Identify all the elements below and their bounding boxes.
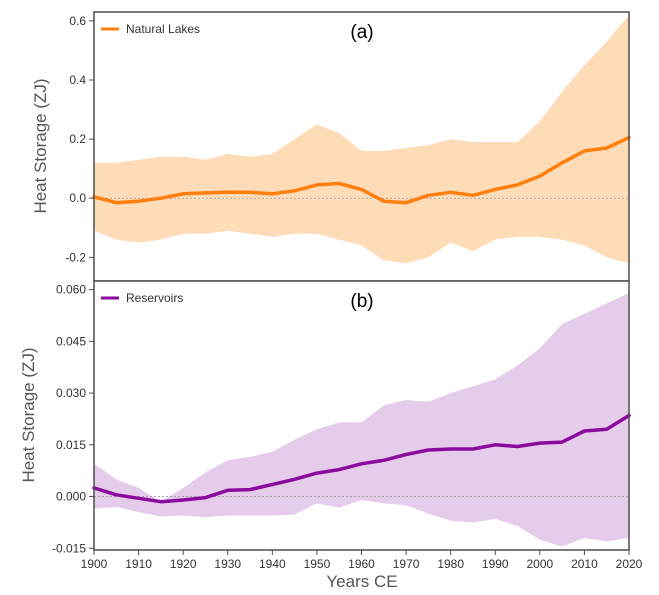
panel-reservoirs: -0.015 0.000 0.015 0.030 0.045 0.060 1900 1910…	[19, 280, 643, 591]
y-tick-label: 0.4	[69, 73, 86, 87]
y-tick-label: 0.0	[69, 191, 86, 205]
y-tick-label: -0.2	[65, 250, 86, 264]
y-axis-ticks: -0.2 0.0 0.2 0.4 0.6	[65, 14, 94, 264]
x-tick-label: 2000	[526, 557, 553, 571]
uncertainty-band	[94, 293, 629, 547]
series-line-layer	[92, 135, 631, 205]
x-tick-label: 1940	[259, 557, 286, 571]
uncertainty-band-layer	[94, 15, 629, 264]
legend-label: Reservoirs	[126, 291, 183, 305]
y-tick-label: 0.000	[56, 490, 86, 504]
uncertainty-band	[94, 15, 629, 264]
panel-natural-lakes: -0.2 0.0 0.2 0.4 0.6 (a) Natural Lakes Heat …	[31, 11, 631, 282]
panel-label: (a)	[350, 22, 373, 43]
y-tick-label: 0.045	[56, 334, 86, 348]
x-tick-label: 1960	[348, 557, 375, 571]
y-axis-ticks: -0.015 0.000 0.015 0.030 0.045 0.060	[52, 283, 94, 555]
y-tick-label: 0.060	[56, 283, 86, 297]
y-tick-label: 0.030	[56, 386, 86, 400]
x-tick-label: 1970	[393, 557, 420, 571]
x-tick-label: 1930	[214, 557, 241, 571]
legend: Natural Lakes	[101, 22, 200, 36]
series-line	[92, 413, 631, 504]
legend: Reservoirs	[101, 291, 183, 305]
y-axis-title: Heat Storage (ZJ)	[31, 78, 50, 213]
series-line-layer	[92, 413, 631, 504]
y-tick-label: 0.2	[69, 132, 86, 146]
panel-label: (b)	[350, 291, 373, 312]
x-tick-label: 2020	[616, 557, 643, 571]
series-line	[92, 135, 631, 205]
x-tick-label: 1990	[482, 557, 509, 571]
y-tick-label: 0.6	[69, 14, 86, 28]
x-tick-label: 1910	[125, 557, 152, 571]
x-tick-label: 1950	[304, 557, 331, 571]
y-tick-label: -0.015	[52, 541, 86, 555]
y-axis-title: Heat Storage (ZJ)	[19, 347, 38, 482]
x-tick-label: 2010	[571, 557, 598, 571]
x-axis-ticks: 1900 1910 1920 1930 1940 1950 1960 1970 1980 1990…	[81, 550, 643, 571]
uncertainty-band-layer	[94, 293, 629, 547]
legend-label: Natural Lakes	[126, 22, 200, 36]
x-tick-label: 1900	[81, 557, 108, 571]
y-tick-label: 0.015	[56, 438, 86, 452]
x-axis-title: Years CE	[326, 572, 397, 591]
x-tick-label: 1980	[437, 557, 464, 571]
x-tick-label: 1920	[170, 557, 197, 571]
